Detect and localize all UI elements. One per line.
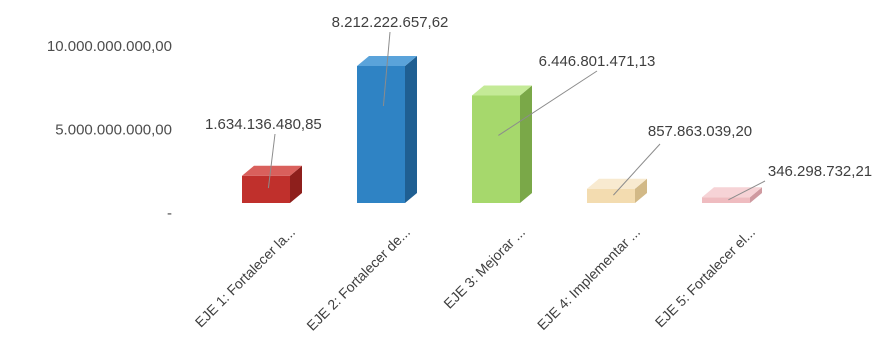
bar-top [242, 165, 302, 176]
y-tick-label: 10.000.000.000,00 [47, 38, 172, 55]
data-label: 1.634.136.480,85 [205, 116, 322, 133]
bar-side [290, 165, 302, 203]
leader-line [267, 133, 276, 189]
bar-side [520, 85, 532, 203]
bar-top [472, 85, 532, 96]
bar [242, 165, 302, 203]
data-label: 8.212.222.657,62 [332, 14, 449, 31]
bar-front [587, 188, 635, 203]
leader-line [498, 70, 598, 136]
y-axis: - 5.000.000.000,00 10.000.000.000,00 [47, 38, 172, 222]
bar-top [587, 178, 647, 189]
bar-side [750, 187, 762, 203]
x-tick-label: EJE 1: Fortalecer la... [192, 224, 298, 330]
data-label: 6.446.801.471,13 [539, 53, 656, 70]
leader-line [728, 180, 766, 201]
x-axis: EJE 1: Fortalecer la... EJE 2: Fortalecer… [192, 224, 758, 334]
bar [587, 178, 647, 203]
data-label: 857.863.039,20 [648, 123, 752, 140]
bar-front [242, 175, 290, 203]
leader-line [382, 31, 391, 107]
x-tick-label: EJE 3: Mejorar ... [440, 224, 528, 312]
bar-front [472, 95, 520, 203]
y-tick-label: 5.000.000.000,00 [55, 122, 172, 139]
x-tick-label: EJE 5: Fortalecer el... [652, 224, 758, 330]
bar [472, 85, 532, 203]
data-label: 346.298.732,21 [768, 163, 872, 180]
bar-front [357, 66, 405, 203]
x-tick-label: EJE 2: Fortalecer de... [303, 224, 413, 334]
bar [702, 187, 762, 203]
data-labels: 1.634.136.480,85 8.212.222.657,62 6.446.80… [205, 14, 872, 201]
bar-side [635, 178, 647, 203]
y-tick-label: - [167, 205, 172, 222]
bar-front [702, 197, 750, 203]
bar [357, 56, 417, 203]
x-tick-label: EJE 4: Implementar ... [534, 224, 643, 333]
bar-side [405, 56, 417, 203]
leader-line [613, 143, 661, 196]
